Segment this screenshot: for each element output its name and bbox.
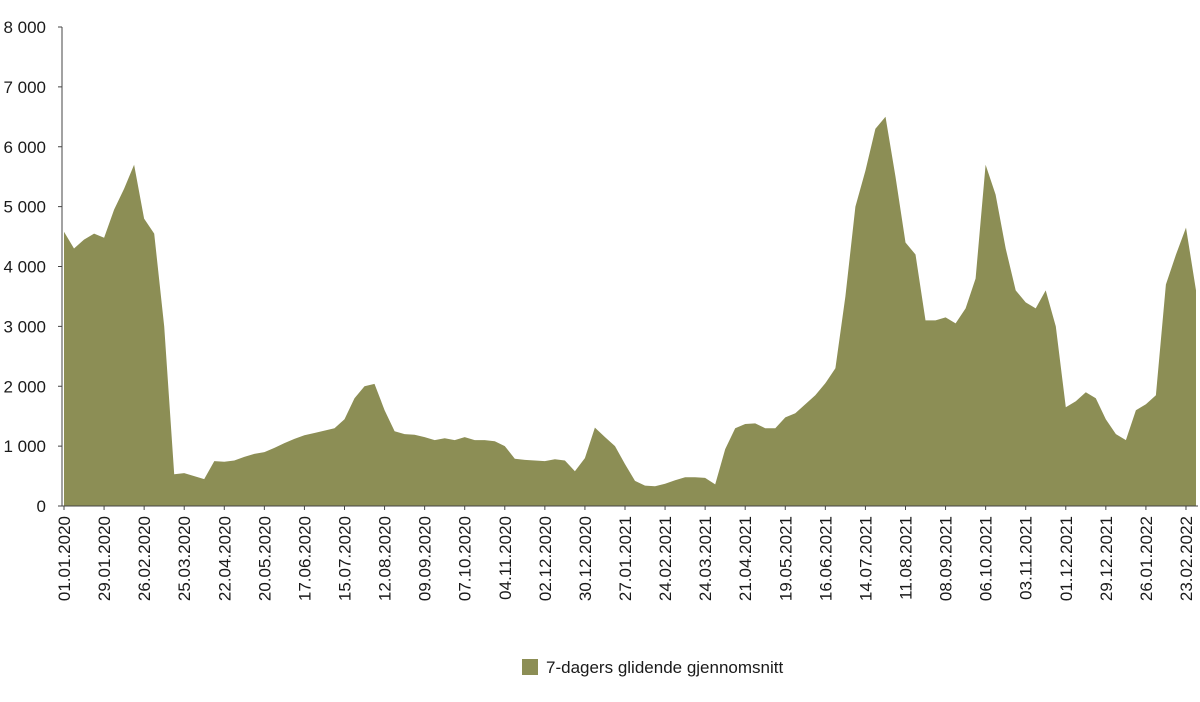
area bbox=[64, 116, 1196, 507]
x-tick-label: 25.03.2020 bbox=[175, 516, 194, 601]
x-tick-label: 06.10.2021 bbox=[977, 516, 996, 601]
x-tick-label: 15.07.2020 bbox=[335, 516, 354, 601]
y-tick-label: 8 000 bbox=[3, 18, 46, 37]
x-tick-label: 16.06.2021 bbox=[816, 516, 835, 601]
y-tick-label: 5 000 bbox=[3, 198, 46, 217]
x-tick-label: 27.01.2021 bbox=[616, 516, 635, 601]
x-tick-label: 24.03.2021 bbox=[696, 516, 715, 601]
x-tick-label: 26.01.2022 bbox=[1137, 516, 1156, 601]
x-tick-label: 01.01.2020 bbox=[55, 516, 74, 601]
x-tick-label: 29.12.2021 bbox=[1097, 516, 1116, 601]
x-tick-label: 04.11.2020 bbox=[496, 516, 515, 600]
legend-swatch bbox=[522, 659, 538, 675]
x-tick-label: 11.08.2021 bbox=[896, 516, 915, 600]
x-tick-label: 09.09.2020 bbox=[416, 516, 435, 601]
x-tick-label: 07.10.2020 bbox=[456, 516, 475, 601]
y-tick-label: 2 000 bbox=[3, 377, 46, 396]
y-tick-label: 1 000 bbox=[3, 437, 46, 456]
x-tick-label: 21.04.2021 bbox=[736, 516, 755, 601]
x-tick-label: 01.12.2021 bbox=[1057, 516, 1076, 601]
x-tick-label: 30.12.2020 bbox=[576, 516, 595, 601]
y-tick-label: 4 000 bbox=[3, 258, 46, 277]
x-tick-label: 12.08.2020 bbox=[376, 516, 395, 601]
x-tick-label: 20.05.2020 bbox=[255, 516, 274, 601]
x-tick-label: 02.12.2020 bbox=[536, 516, 555, 601]
x-tick-label: 29.01.2020 bbox=[95, 516, 114, 601]
x-tick-label: 03.11.2021 bbox=[1017, 516, 1036, 600]
x-tick-label: 08.09.2021 bbox=[937, 516, 956, 601]
x-tick-label: 14.07.2021 bbox=[856, 516, 875, 601]
x-tick-label: 23.02.2022 bbox=[1177, 516, 1196, 601]
y-tick-label: 3 000 bbox=[3, 317, 46, 336]
x-tick-label: 22.04.2020 bbox=[215, 516, 234, 601]
y-tick-label: 7 000 bbox=[3, 78, 46, 97]
x-tick-label: 17.06.2020 bbox=[295, 516, 314, 601]
x-tick-label: 19.05.2021 bbox=[776, 516, 795, 601]
legend-label: 7-dagers glidende gjennomsnitt bbox=[546, 658, 783, 677]
y-tick-label: 0 bbox=[37, 497, 46, 516]
x-tick-label: 26.02.2020 bbox=[135, 516, 154, 601]
y-tick-label: 6 000 bbox=[3, 138, 46, 157]
x-tick-label: 24.02.2021 bbox=[656, 516, 675, 601]
